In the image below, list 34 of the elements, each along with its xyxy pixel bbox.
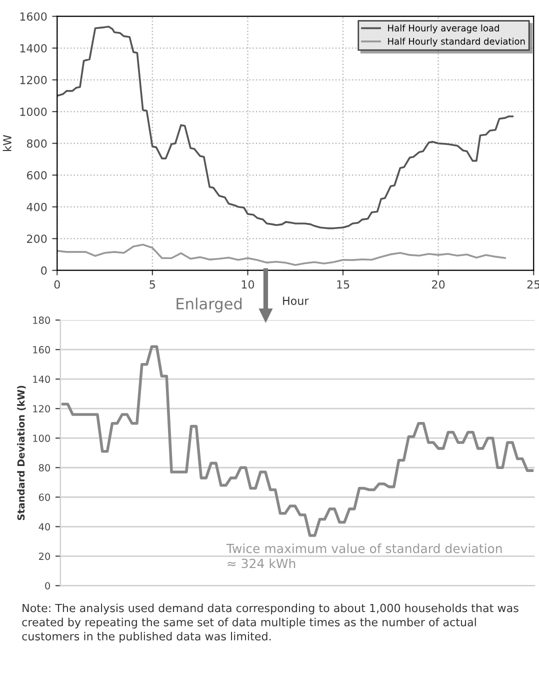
- y-tick-label: 1000: [20, 108, 47, 116]
- y-axis-title: Standard Deviation (kW): [17, 386, 26, 520]
- y-tick-label: 200: [27, 234, 47, 243]
- y-tick-label: 180: [33, 316, 50, 324]
- y-axis-title: kW: [2, 135, 12, 152]
- y-tick-label: 100: [33, 434, 50, 442]
- y-tick-label: 140: [33, 376, 50, 383]
- y-tick-label: 40: [38, 523, 50, 530]
- x-tick-label: 0: [54, 280, 60, 289]
- legend-label: Half Hourly average load: [388, 24, 499, 34]
- x-tick-label: 15: [337, 280, 350, 289]
- y-tick-label: 1200: [20, 76, 47, 84]
- x-tick-label: 20: [432, 280, 445, 289]
- y-tick-label: 20: [38, 552, 50, 560]
- line-series: [61, 345, 534, 537]
- y-tick-label: 160: [33, 346, 50, 354]
- y-tick-label: 1600: [20, 12, 47, 21]
- annotation: Twice maximum value of standard deviation ≈ 324 kWh: [226, 544, 502, 568]
- y-tick-label: 60: [38, 494, 50, 501]
- y-tick-label: 120: [33, 405, 50, 412]
- x-tick-label: 10: [242, 280, 254, 289]
- line-series: [57, 244, 506, 266]
- y-tick-label: 600: [26, 171, 47, 180]
- x-axis-title: Hour: [283, 296, 309, 305]
- y-tick-label: 800: [26, 139, 47, 148]
- legend-label: Half Hourly standard deviation: [388, 38, 525, 46]
- y-tick-label: 0: [41, 266, 47, 275]
- text: Note: The analysis used demand data corresponding to about 1,000 households that was created by repeating the same set of data multiple times as the number of actual customers in the published data was limited.: [22, 604, 518, 643]
- y-tick-label: 400: [26, 202, 47, 212]
- y-tick-label: 0: [45, 582, 50, 590]
- y-tick-label: 80: [38, 464, 50, 472]
- x-tick-label: 5: [150, 280, 155, 289]
- text: Enlarged: [176, 298, 242, 312]
- y-tick-label: 1400: [20, 44, 47, 52]
